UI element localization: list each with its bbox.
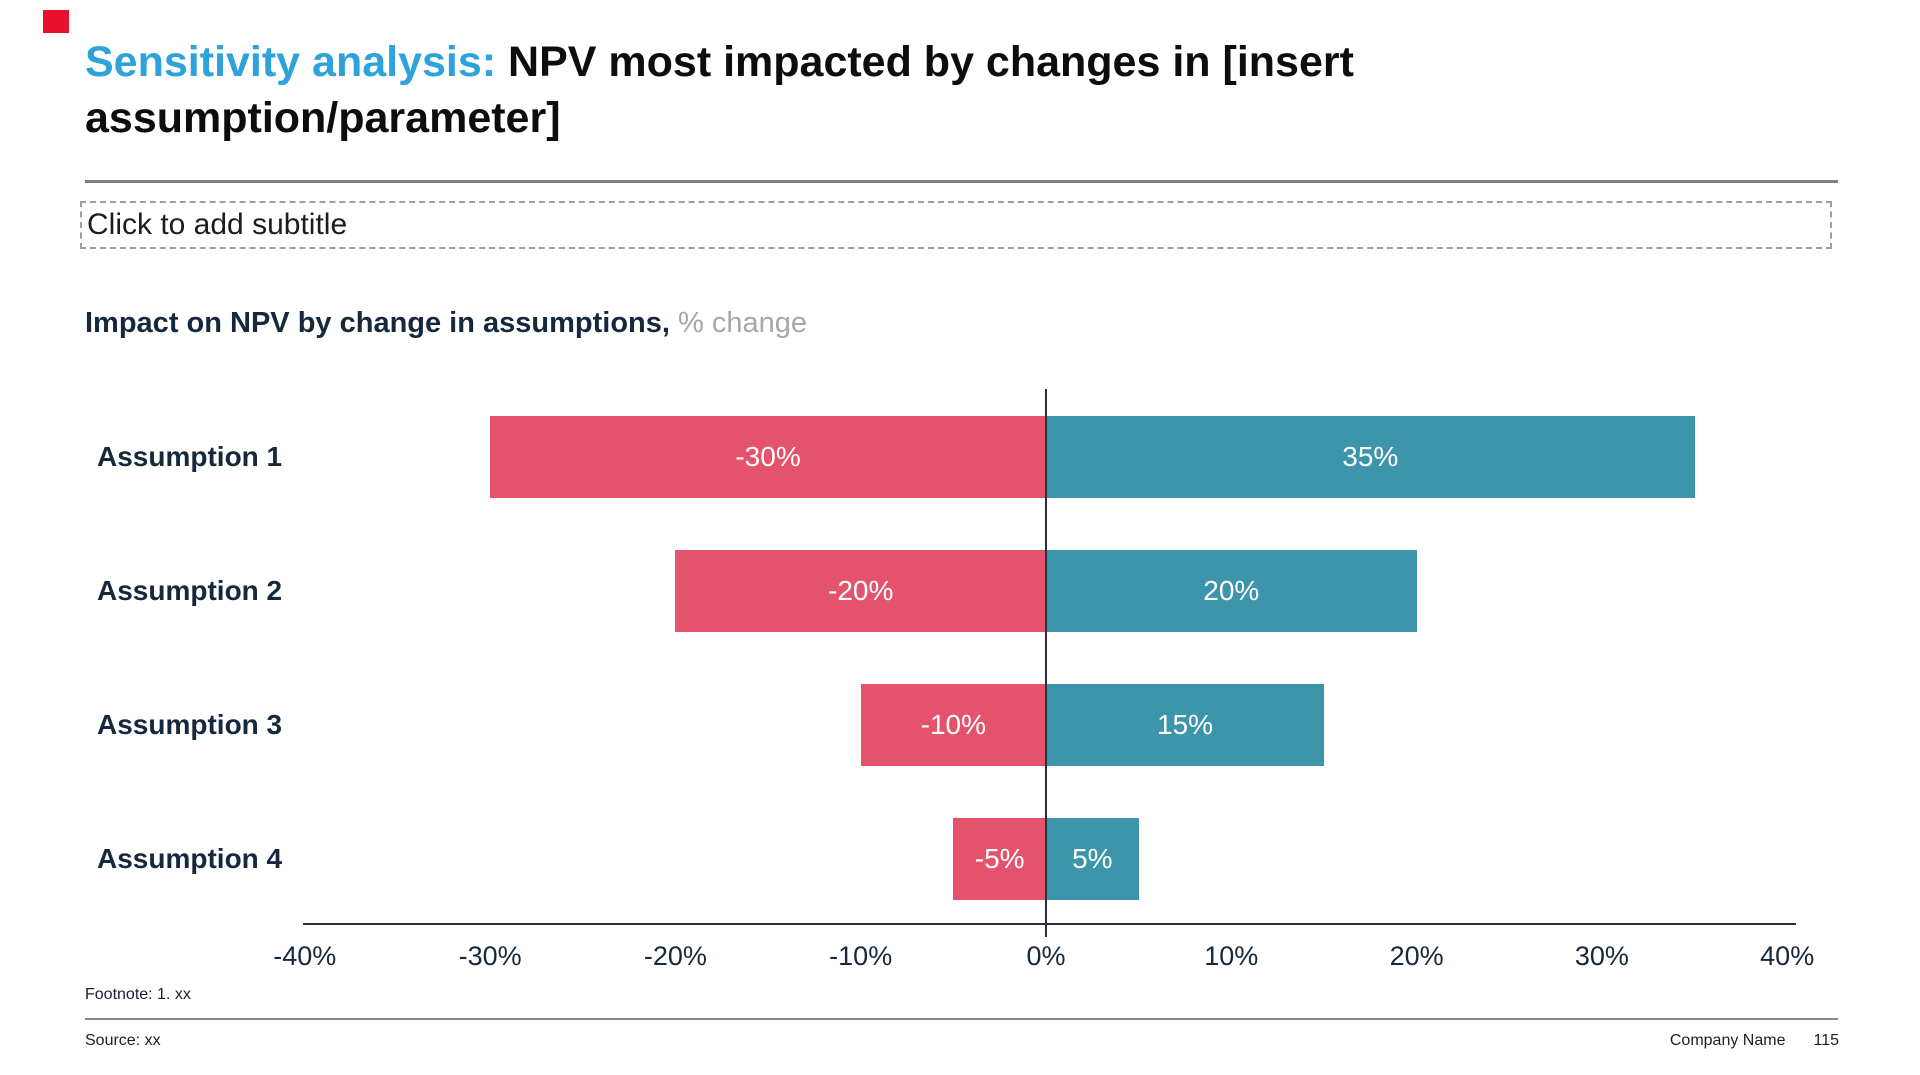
- x-tick-label: 0%: [1026, 941, 1066, 971]
- bar-upside-1: 35%: [1046, 416, 1695, 498]
- bar-downside-1: -30%: [490, 416, 1046, 498]
- bar-downside-2: -20%: [675, 550, 1046, 632]
- chart-heading: Impact on NPV by change in assumptions, …: [85, 307, 807, 340]
- bar-value-label: -10%: [920, 709, 987, 740]
- slide-title-rest: NPV most impacted by changes in [insert …: [85, 38, 1354, 142]
- chart-heading-title: Impact on NPV by change in assumptions,: [85, 307, 670, 339]
- bar-upside-2: 20%: [1046, 550, 1417, 632]
- bar-value-label: 5%: [1072, 843, 1113, 874]
- x-tick-label: -10%: [829, 941, 893, 971]
- footer-right: Company Name 115: [1670, 1032, 1839, 1050]
- category-label: Assumption 1: [97, 441, 283, 472]
- x-tick-label: -30%: [458, 941, 522, 971]
- bar-value-label: -20%: [828, 575, 894, 606]
- bar-value-label: 15%: [1156, 709, 1213, 740]
- x-tick-label: 40%: [1760, 941, 1815, 971]
- bar-downside-3: -10%: [860, 684, 1046, 766]
- bar-upside-4: 5%: [1046, 818, 1139, 900]
- slide-title: Sensitivity analysis: NPV most impacted …: [85, 34, 1645, 146]
- x-axis-line: [303, 923, 1796, 925]
- zero-baseline: [1045, 389, 1047, 937]
- subtitle-placeholder-box[interactable]: Click to add subtitle: [80, 201, 1832, 249]
- company-name: Company Name: [1669, 1032, 1786, 1049]
- title-divider-line: [85, 180, 1838, 183]
- source-text: Source: xx: [85, 1032, 161, 1049]
- bar-value-label: -5%: [974, 843, 1025, 874]
- x-tick-label: -20%: [643, 941, 707, 971]
- chart-heading-unit: % change: [669, 307, 807, 339]
- accent-marker: [43, 10, 69, 33]
- bar-downside-4: -5%: [953, 818, 1046, 900]
- x-tick-label: 20%: [1389, 941, 1444, 971]
- page-number: 115: [1813, 1032, 1839, 1049]
- bar-upside-3: 15%: [1046, 684, 1324, 766]
- category-label: Assumption 3: [97, 709, 283, 740]
- bar-value-label: 20%: [1203, 575, 1260, 606]
- subtitle-placeholder-text: Click to add subtitle: [87, 208, 348, 241]
- footnote-text: Footnote: 1. xx: [85, 986, 191, 1003]
- category-label: Assumption 4: [97, 843, 283, 874]
- x-tick-label: 10%: [1204, 941, 1259, 971]
- slide-title-highlight: Sensitivity analysis:: [85, 38, 497, 86]
- bar-value-label: 35%: [1342, 441, 1399, 472]
- x-tick-label: 30%: [1574, 941, 1629, 971]
- category-label: Assumption 2: [97, 575, 283, 606]
- footer-divider-line: [85, 1018, 1838, 1020]
- x-tick-label: -40%: [273, 941, 337, 971]
- bar-value-label: -30%: [735, 441, 801, 472]
